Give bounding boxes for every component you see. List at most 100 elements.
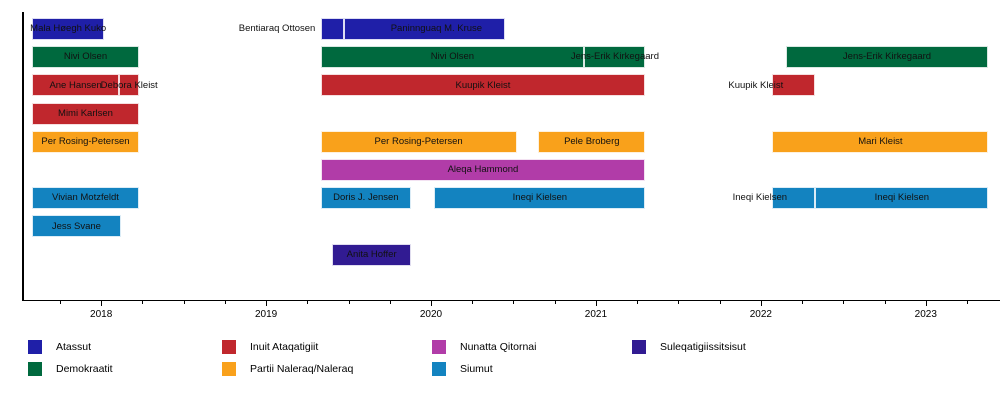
gantt-bar-label: Aleqa Hammond bbox=[447, 164, 519, 176]
gantt-bar-label: Mala Høegh Kuko bbox=[30, 23, 107, 35]
x-axis-minor-tick bbox=[554, 300, 556, 304]
gantt-bar-label: Vivian Motzfeldt bbox=[52, 192, 119, 204]
x-axis-major-tick bbox=[925, 300, 927, 306]
gantt-bar[interactable]: Mimi Karlsen bbox=[31, 102, 140, 125]
legend-swatch bbox=[432, 362, 446, 376]
legend-item[interactable]: Demokraatit bbox=[28, 362, 113, 376]
y-axis-line bbox=[22, 12, 24, 300]
x-axis-minor-tick bbox=[142, 300, 144, 304]
gantt-bar-label: Anita Hoffer bbox=[346, 248, 397, 260]
gantt-bar-label: Bentiaraq Ottosen bbox=[238, 23, 316, 35]
gantt-bar-label: Mari Kleist bbox=[858, 136, 903, 148]
gantt-bar[interactable]: Ineqi Kielsen bbox=[434, 187, 646, 210]
x-axis-tick-label: 2020 bbox=[419, 309, 443, 320]
legend-swatch bbox=[28, 340, 42, 354]
legend-item[interactable]: Partii Naleraq/Naleraq bbox=[222, 362, 353, 376]
gantt-bar-label: Jess Svane bbox=[51, 220, 101, 232]
gantt-bar[interactable]: Aleqa Hammond bbox=[320, 159, 646, 181]
gantt-bar-label: Mimi Karlsen bbox=[58, 107, 113, 119]
gantt-bar[interactable]: Vivian Motzfeldt bbox=[31, 187, 140, 210]
gantt-bar-label: Kuupik Kleist bbox=[455, 79, 511, 91]
gantt-bar[interactable]: Jess Svane bbox=[31, 215, 121, 238]
gantt-bar[interactable]: Mala Høegh Kuko bbox=[30, 18, 107, 40]
legend-swatch bbox=[432, 340, 446, 354]
gantt-bar[interactable]: Doris J. Jensen bbox=[320, 187, 412, 210]
x-axis-minor-tick bbox=[348, 300, 350, 304]
x-axis-minor-tick bbox=[802, 300, 804, 304]
gantt-bar[interactable]: Nivi Olsen bbox=[31, 46, 140, 69]
x-axis-major-tick bbox=[760, 300, 762, 306]
gantt-bar-label: Pele Broberg bbox=[564, 136, 620, 148]
legend-item[interactable]: Inuit Ataqatigiit bbox=[222, 340, 318, 354]
legend-item[interactable]: Suleqatigiissitsisut bbox=[632, 340, 746, 354]
x-axis-major-tick bbox=[595, 300, 597, 306]
legend-swatch bbox=[222, 340, 236, 354]
legend-label: Demokraatit bbox=[56, 363, 113, 375]
gantt-bar[interactable]: Kuupik Kleist bbox=[320, 74, 646, 97]
x-axis-minor-tick bbox=[884, 300, 886, 304]
legend-swatch bbox=[222, 362, 236, 376]
legend-item[interactable]: Siumut bbox=[432, 362, 493, 376]
gantt-bar[interactable]: Mari Kleist bbox=[772, 130, 989, 153]
gantt-bar[interactable]: Ane Hansen bbox=[31, 74, 120, 97]
gantt-bar-label: Per Rosing-Petersen bbox=[41, 136, 130, 148]
x-axis-minor-tick bbox=[183, 300, 185, 304]
gantt-bar-label: Nivi Olsen bbox=[430, 51, 475, 63]
gantt-bar[interactable]: Jens-Erik Kirkegaard bbox=[785, 46, 989, 69]
gantt-bar-label: Ineqi Kielsen bbox=[512, 192, 568, 204]
x-axis-tick-label: 2021 bbox=[584, 309, 608, 320]
gantt-bar[interactable]: Nivi Olsen bbox=[320, 46, 585, 69]
gantt-bar-label: Ane Hansen bbox=[49, 79, 102, 91]
x-axis-minor-tick bbox=[967, 300, 968, 304]
x-axis-major-tick bbox=[101, 300, 103, 306]
gantt-bar[interactable]: Paninnguaq M. Kruse bbox=[343, 18, 506, 40]
gantt-bar[interactable]: Kuupik Kleist bbox=[728, 74, 816, 97]
legend-item[interactable]: Atassut bbox=[28, 340, 91, 354]
legend-label: Atassut bbox=[56, 341, 92, 353]
x-axis-minor-tick bbox=[59, 300, 61, 304]
gantt-bar-label: Ineqi Kielsen bbox=[732, 192, 788, 204]
gantt-bar-label: Paninnguaq M. Kruse bbox=[390, 23, 483, 35]
gantt-bar-label: Kuupik Kleist bbox=[728, 79, 784, 91]
gantt-bar-label: Doris J. Jensen bbox=[333, 192, 399, 204]
gantt-bar[interactable]: Jens-Erik Kirkegaard bbox=[571, 46, 659, 69]
x-axis-major-tick bbox=[431, 300, 432, 306]
legend-label: Siumut bbox=[460, 363, 493, 375]
x-axis-tick-label: 2022 bbox=[749, 309, 772, 320]
gantt-bar[interactable]: Debora Kleist bbox=[101, 74, 158, 97]
x-axis-minor-tick bbox=[843, 300, 845, 304]
x-axis-line bbox=[22, 300, 1000, 302]
x-axis-minor-tick bbox=[719, 300, 721, 304]
x-axis-minor-tick bbox=[307, 300, 309, 304]
x-axis-minor-tick bbox=[472, 300, 474, 304]
gantt-bar-label: Nivi Olsen bbox=[63, 51, 108, 63]
x-axis-tick-label: 2019 bbox=[254, 309, 278, 320]
gantt-bar[interactable]: Per Rosing-Petersen bbox=[31, 130, 140, 153]
legend-swatch bbox=[28, 362, 42, 376]
gantt-bar[interactable]: Anita Hoffer bbox=[332, 243, 412, 266]
gantt-bar-label: Ineqi Kielsen bbox=[874, 192, 930, 204]
plot-area: Mala Høegh Kuko Bentiaraq Ottosen Paninngu… bbox=[22, 12, 1000, 320]
gantt-bar[interactable]: Bentiaraq Ottosen bbox=[239, 18, 344, 40]
x-axis-minor-tick bbox=[637, 300, 639, 304]
legend: Atassut Demokraatit Inuit Ataqatigiit Parti… bbox=[0, 340, 1000, 400]
legend-label: Suleqatigiissitsisut bbox=[660, 341, 746, 353]
gantt-bar-label: Jens-Erik Kirkegaard bbox=[570, 51, 659, 63]
gantt-bar[interactable]: Ineqi Kielsen bbox=[733, 187, 816, 210]
gantt-bar[interactable]: Per Rosing-Petersen bbox=[320, 130, 517, 153]
x-axis-major-tick bbox=[266, 300, 268, 306]
legend-item[interactable]: Nunatta Qitornai bbox=[432, 340, 536, 354]
gantt-bar-label: Jens-Erik Kirkegaard bbox=[842, 51, 932, 63]
x-axis-minor-tick bbox=[678, 300, 680, 304]
x-axis-tick-label: 2023 bbox=[914, 309, 937, 320]
legend-label: Nunatta Qitornai bbox=[460, 341, 537, 353]
legend-label: Partii Naleraq/Naleraq bbox=[250, 363, 354, 375]
gantt-bar[interactable]: Pele Broberg bbox=[538, 130, 646, 153]
x-axis-minor-tick bbox=[389, 300, 391, 304]
legend-swatch bbox=[632, 340, 646, 354]
x-axis-tick-label: 2018 bbox=[90, 309, 113, 320]
x-axis-minor-tick bbox=[224, 300, 226, 304]
x-axis-minor-tick bbox=[513, 300, 515, 304]
gantt-bar[interactable]: Ineqi Kielsen bbox=[815, 187, 989, 210]
